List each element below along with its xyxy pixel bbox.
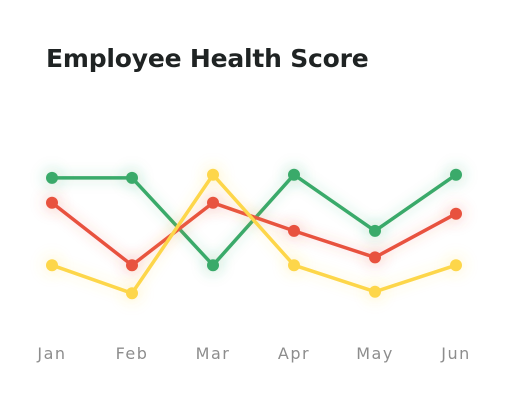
data-point xyxy=(207,196,219,209)
x-axis-ticks: Jan Feb Mar Apr May Jun xyxy=(36,344,471,363)
x-tick-label: Mar xyxy=(196,344,231,363)
data-point xyxy=(288,259,300,272)
series-glow xyxy=(51,169,457,297)
series-glow xyxy=(50,199,458,269)
data-point xyxy=(46,171,58,184)
x-tick-label: Jan xyxy=(36,344,66,363)
data-point xyxy=(126,259,138,272)
data-point xyxy=(126,287,138,300)
plot-area xyxy=(41,163,467,305)
data-point xyxy=(288,168,300,181)
data-point xyxy=(369,251,381,264)
data-point xyxy=(126,171,138,184)
x-tick-label: Jun xyxy=(440,344,471,363)
series-2 xyxy=(41,163,467,305)
series-line xyxy=(50,172,458,296)
series-1 xyxy=(41,191,467,277)
data-point xyxy=(369,285,381,298)
data-point xyxy=(450,168,462,181)
data-point xyxy=(207,168,219,181)
x-tick-label: Apr xyxy=(278,344,310,363)
data-point xyxy=(46,259,58,272)
data-point xyxy=(369,224,381,237)
data-point xyxy=(288,224,300,237)
data-point xyxy=(450,259,462,272)
x-tick-label: May xyxy=(356,344,394,363)
x-tick-label: Feb xyxy=(116,344,149,363)
chart-title: Employee Health Score xyxy=(46,44,369,73)
data-point xyxy=(46,196,58,209)
series-line xyxy=(50,201,458,267)
data-point xyxy=(450,207,462,220)
data-point xyxy=(207,259,219,272)
